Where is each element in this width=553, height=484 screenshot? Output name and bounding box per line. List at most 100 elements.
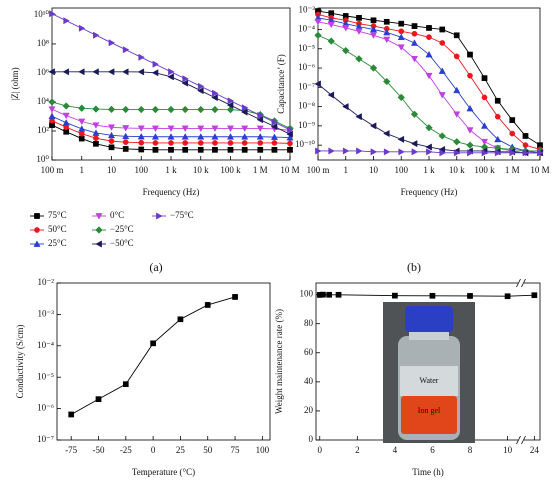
marker xyxy=(122,146,129,152)
marker xyxy=(466,104,474,112)
marker xyxy=(168,140,174,146)
marker xyxy=(398,148,405,156)
plot-frame xyxy=(51,7,291,161)
ion-gel-layer xyxy=(401,396,457,434)
marker xyxy=(241,133,249,140)
y-tick-label: 10⁻¹⁰ xyxy=(295,139,315,149)
marker xyxy=(287,126,294,134)
marker xyxy=(271,147,278,153)
marker xyxy=(182,140,189,146)
marker xyxy=(257,147,264,153)
marker xyxy=(62,102,70,110)
marker xyxy=(328,147,335,155)
series-line xyxy=(319,294,535,297)
marker xyxy=(398,28,405,35)
marker xyxy=(494,135,502,143)
marker xyxy=(286,133,294,141)
marker xyxy=(355,55,363,63)
marker xyxy=(522,142,529,149)
x-tick-label: -50 xyxy=(93,445,105,455)
marker xyxy=(383,28,391,36)
marker xyxy=(439,40,446,46)
marker xyxy=(62,68,70,76)
x-tick-label: 25 xyxy=(176,445,186,455)
marker xyxy=(355,113,362,121)
y-tick-label: 10⁻³ xyxy=(299,4,316,14)
y-tick-label: 10⁻⁸ xyxy=(298,101,315,111)
axis-break-mark xyxy=(521,278,526,288)
marker xyxy=(95,396,102,402)
marker xyxy=(256,133,264,140)
marker xyxy=(342,46,350,55)
marker xyxy=(327,91,335,99)
legend-label: −75°C xyxy=(170,210,194,220)
x-tick-label: 100 xyxy=(135,165,149,175)
marker xyxy=(426,34,432,41)
marker xyxy=(438,132,446,140)
plot: 100 m 1 10 100 1 k 10 k 100 k 1 M 10 M 10⁰ 10² 10⁴ 1… xyxy=(10,7,300,274)
marker xyxy=(151,125,159,133)
marker xyxy=(78,104,86,112)
marker xyxy=(467,149,474,157)
marker xyxy=(227,147,234,153)
legend-label: 25°C xyxy=(48,238,67,248)
y-tick-label: 10⁻⁴ xyxy=(37,340,54,350)
marker xyxy=(138,146,145,153)
marker xyxy=(531,292,538,299)
marker xyxy=(426,148,433,156)
series-line xyxy=(317,21,540,154)
marker xyxy=(270,123,278,131)
marker xyxy=(182,75,189,83)
marker xyxy=(49,10,56,18)
marker xyxy=(167,105,175,114)
marker xyxy=(137,68,145,76)
marker xyxy=(466,127,474,134)
marker xyxy=(108,144,115,151)
marker xyxy=(494,149,502,157)
marker xyxy=(398,20,405,27)
x-tick-label: 10 k xyxy=(193,165,209,175)
y-tick-label: 10⁻⁹ xyxy=(298,120,315,130)
marker xyxy=(383,77,391,86)
marker xyxy=(78,130,85,137)
y-tick-label: 20 xyxy=(304,405,314,415)
marker xyxy=(62,112,70,120)
y-tick-label: 10⁰ xyxy=(36,154,49,164)
x-tick-label: -75 xyxy=(65,445,77,455)
legend-marker xyxy=(95,240,102,248)
marker xyxy=(182,147,189,153)
marker xyxy=(410,110,419,119)
marker xyxy=(241,147,248,153)
panel-label: (b) xyxy=(407,260,421,274)
marker xyxy=(326,291,332,298)
marker xyxy=(256,116,264,124)
marker xyxy=(241,125,249,133)
marker xyxy=(152,147,159,153)
y-tick-label: 10⁻⁷ xyxy=(298,81,315,91)
marker xyxy=(356,147,363,155)
axis-break-mark xyxy=(521,435,526,445)
marker xyxy=(92,105,100,113)
marker xyxy=(327,37,335,45)
x-axis-label: Time (h) xyxy=(412,467,443,477)
marker xyxy=(167,73,174,81)
legend-marker xyxy=(34,227,40,233)
marker xyxy=(211,105,219,114)
marker xyxy=(411,23,418,29)
marker xyxy=(356,15,362,21)
marker xyxy=(397,135,405,143)
x-tick-label: 0 xyxy=(151,445,156,455)
marker xyxy=(315,147,322,155)
marker xyxy=(177,316,184,323)
marker xyxy=(232,294,238,300)
marker xyxy=(151,133,159,140)
legend-label: −25°C xyxy=(110,224,134,234)
marker xyxy=(257,140,264,146)
marker xyxy=(425,124,433,132)
marker xyxy=(342,147,350,155)
x-tick-label: 6 xyxy=(430,445,435,455)
marker xyxy=(78,118,86,126)
marker xyxy=(204,302,211,308)
marker xyxy=(453,111,461,118)
marker xyxy=(537,149,544,157)
